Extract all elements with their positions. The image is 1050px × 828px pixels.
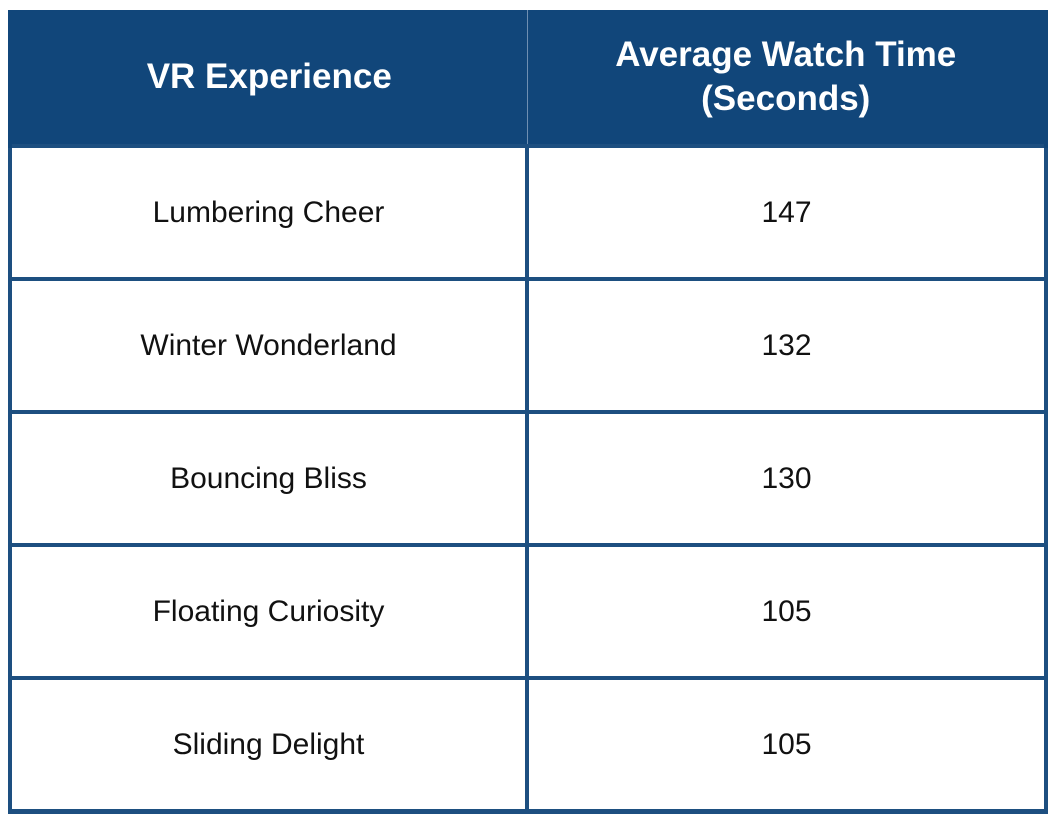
cell-experience: Floating Curiosity <box>8 543 529 680</box>
cell-experience: Lumbering Cheer <box>8 144 529 281</box>
table-row: Floating Curiosity 105 <box>8 543 1048 680</box>
cell-watch-time: 147 <box>525 144 1048 281</box>
cell-experience: Bouncing Bliss <box>8 410 529 547</box>
vr-watch-time-table: VR Experience Average Watch Time (Second… <box>8 10 1048 814</box>
header-watch-time-line2: (Seconds) <box>701 79 871 118</box>
cell-experience: Winter Wonderland <box>8 277 529 414</box>
cell-watch-time: 105 <box>525 676 1048 814</box>
data-table-container: VR Experience Average Watch Time (Second… <box>8 10 1048 814</box>
cell-watch-time: 130 <box>525 410 1048 547</box>
table-row: Bouncing Bliss 130 <box>8 410 1048 547</box>
table-row: Sliding Delight 105 <box>8 676 1048 814</box>
table-row: Lumbering Cheer 147 <box>8 144 1048 281</box>
header-row: VR Experience Average Watch Time (Second… <box>8 10 1048 146</box>
table-row: Winter Wonderland 132 <box>8 277 1048 414</box>
cell-experience: Sliding Delight <box>8 676 529 814</box>
header-vr-experience: VR Experience <box>8 10 528 146</box>
header-watch-time-line1: Average Watch Time <box>615 35 957 74</box>
cell-watch-time: 105 <box>525 543 1048 680</box>
header-average-watch-time: Average Watch Time (Seconds) <box>526 10 1048 146</box>
cell-watch-time: 132 <box>525 277 1048 414</box>
